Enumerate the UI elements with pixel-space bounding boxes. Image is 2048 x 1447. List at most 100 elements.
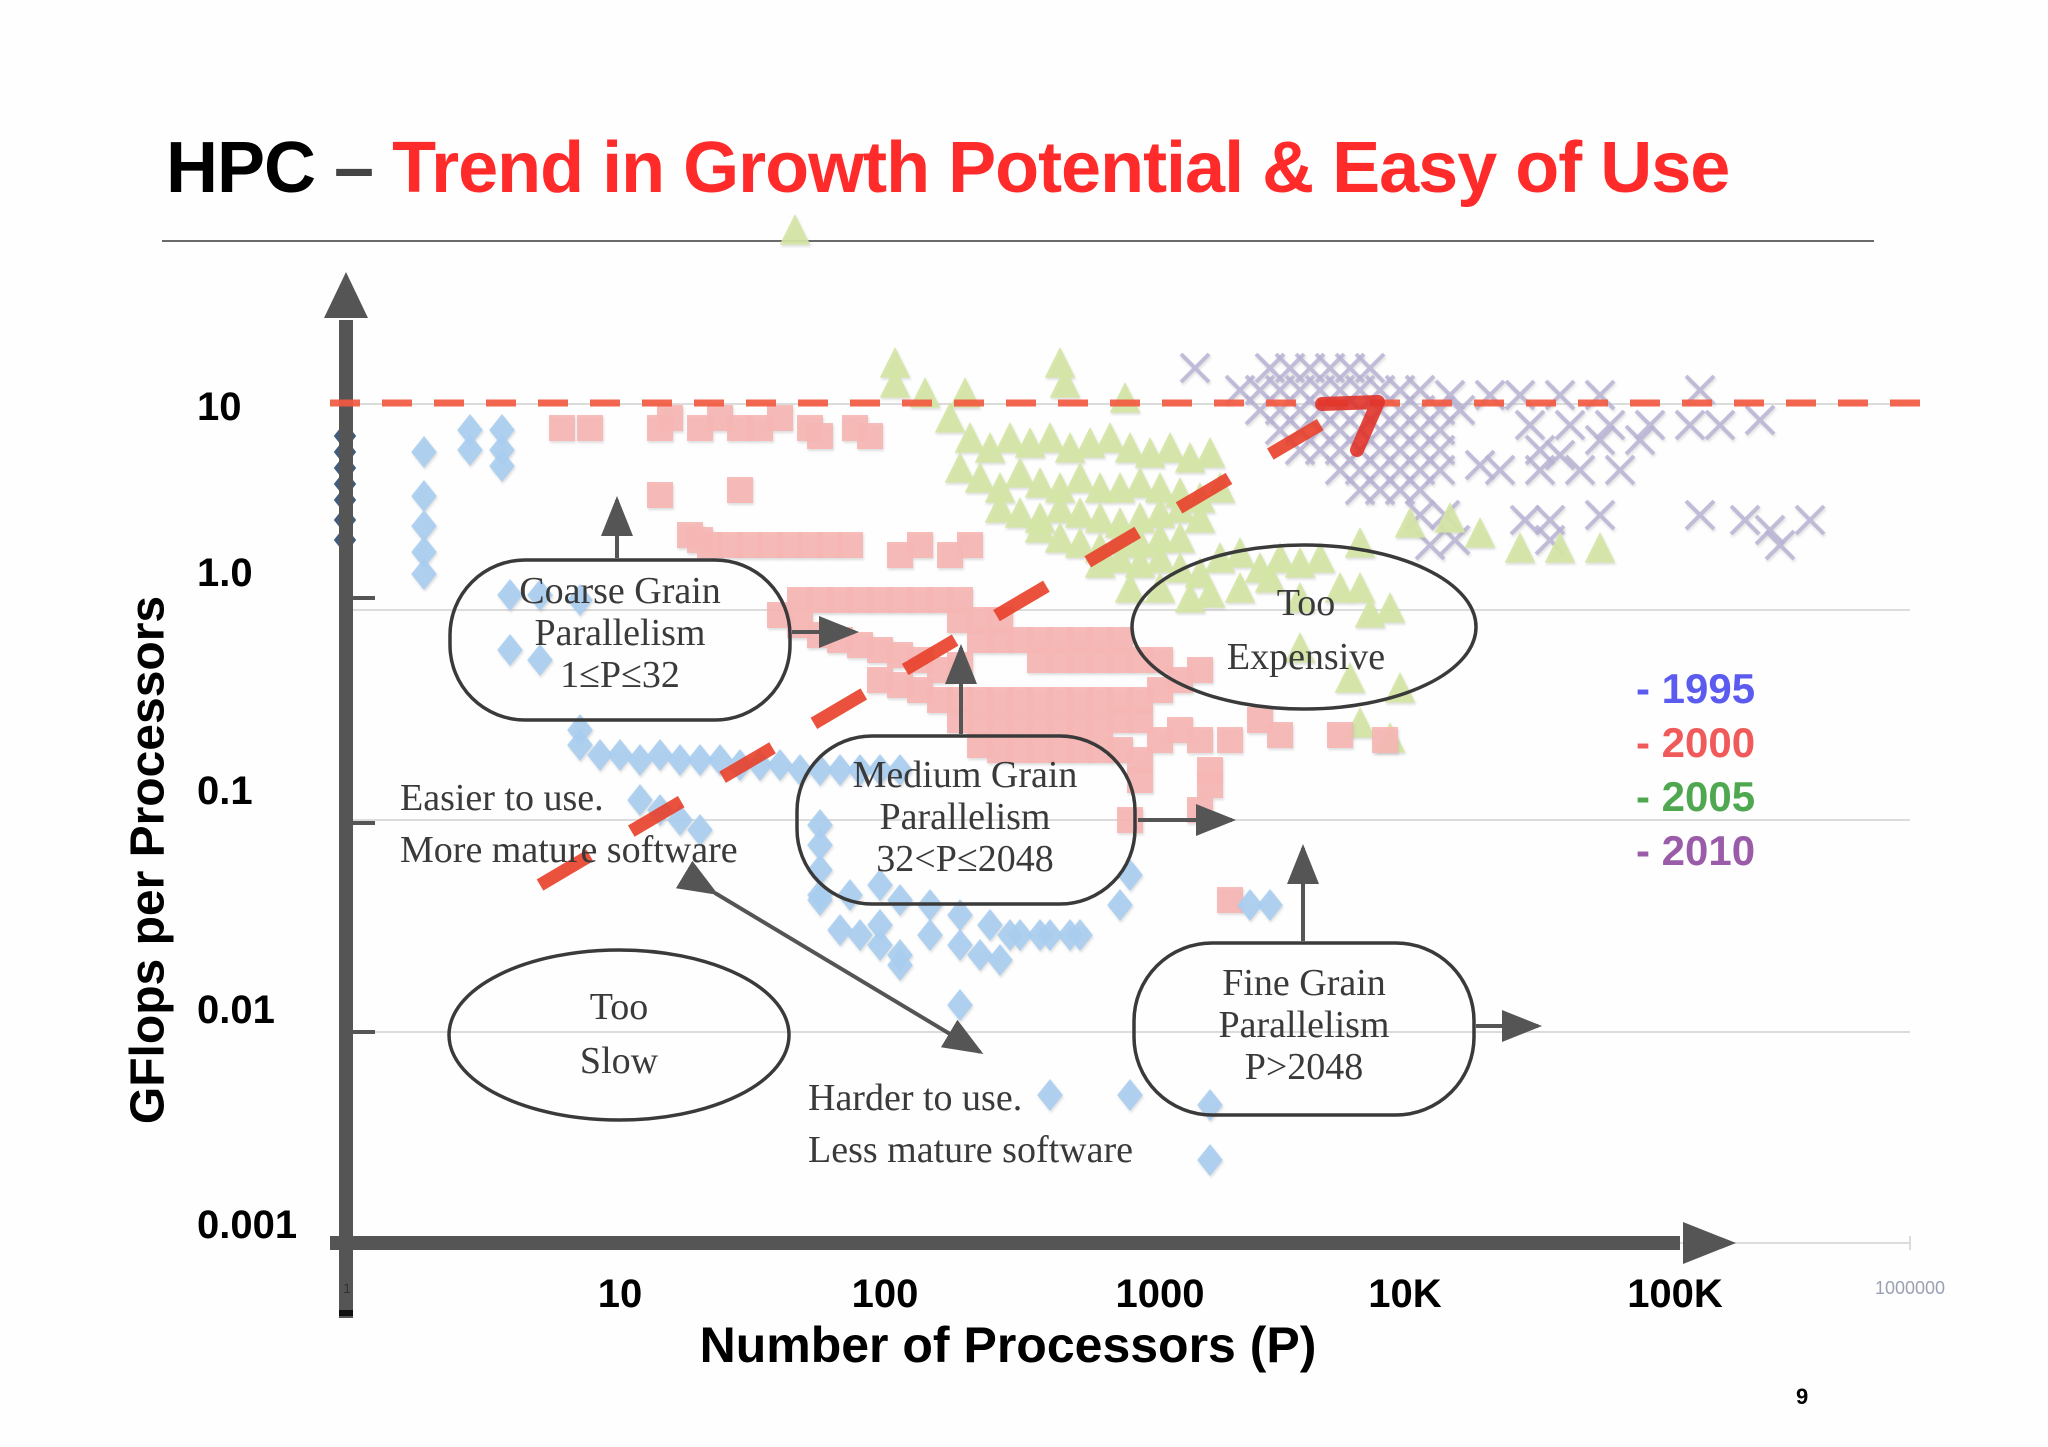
data-point: [1284, 582, 1316, 613]
too-expensive-ellipse: [1130, 543, 1478, 711]
x-tick-1000000: 1000000: [1874, 1278, 1946, 1298]
data-point: [1194, 577, 1226, 608]
data-point: [1024, 467, 1056, 498]
data-point: [567, 729, 593, 761]
easier-to-use-note: Easier to use. More mature software: [400, 777, 738, 871]
data-point: [527, 579, 553, 611]
data-point: [1114, 572, 1146, 603]
data-point: [1464, 449, 1496, 481]
data-point: [1594, 409, 1626, 441]
y-tick-1: 1.0: [197, 551, 253, 595]
data-point: [1604, 454, 1636, 486]
data-point: [1024, 512, 1056, 543]
legend-item-2010: - 2010: [1636, 827, 1756, 874]
data-point: [1184, 502, 1216, 533]
data-point: [807, 423, 833, 449]
data-point: [727, 477, 753, 503]
legend-item-1995: - 1995: [1636, 665, 1756, 712]
data-point: [944, 452, 976, 483]
data-point: [807, 754, 833, 786]
data-point: [779, 214, 811, 245]
data-point: [1117, 1079, 1143, 1111]
data-point: [667, 804, 693, 836]
data-point: [1684, 374, 1716, 406]
data-point: [917, 919, 943, 951]
data-point: [1154, 432, 1186, 463]
data-point: [457, 434, 483, 466]
data-point: [1584, 424, 1616, 456]
data-point: [984, 472, 1016, 503]
data-point: [1044, 492, 1076, 523]
x-axis-shaft: [330, 1236, 1680, 1250]
fine-grain-box: [1132, 941, 1476, 1117]
data-point: [957, 532, 983, 558]
data-point: [1327, 722, 1353, 748]
data-point: [1109, 382, 1141, 413]
data-point: [947, 989, 973, 1021]
data-point: [1044, 472, 1076, 503]
data-point: [1624, 424, 1656, 456]
data-point: [1484, 454, 1516, 486]
data-point: [1324, 572, 1356, 603]
data-point: [994, 422, 1026, 453]
data-point: [1197, 772, 1223, 798]
x-tick-1: 1: [343, 1280, 351, 1296]
data-point: [1094, 422, 1126, 453]
data-point: [411, 536, 437, 568]
title-dash: –: [315, 128, 393, 208]
y-axis-title: GFlops per Processors: [121, 595, 175, 1125]
title-prefix: HPC: [166, 128, 316, 208]
page-number: 9: [1796, 1384, 1809, 1409]
data-point: [974, 432, 1006, 463]
data-point: [1504, 532, 1536, 563]
too-expensive-label: Too Expensive: [1226, 582, 1386, 678]
data-point: [411, 558, 437, 590]
data-point: [879, 347, 911, 378]
data-point: [687, 744, 713, 776]
data-point: [1354, 352, 1386, 384]
data-point: [987, 944, 1013, 976]
data-point: [411, 510, 437, 542]
data-point: [549, 415, 575, 441]
data-point: [827, 754, 853, 786]
data-point: [837, 532, 863, 558]
y-axis-arrowhead: [324, 272, 368, 318]
y-tick-0.001: 0.001: [197, 1203, 298, 1247]
data-point: [1237, 889, 1263, 921]
too-slow-label: Too Slow: [579, 986, 659, 1082]
data-point: [1049, 367, 1081, 398]
data-point: [1044, 347, 1076, 378]
fine-grain-label: Fine Grain Parallelism P>2048: [1218, 962, 1390, 1088]
data-point: [647, 482, 673, 508]
data-point: [1384, 672, 1416, 703]
axes: [324, 272, 1736, 1318]
data-point: [1564, 454, 1596, 486]
data-point: [1224, 572, 1256, 603]
data-point: [1584, 532, 1616, 563]
data-point: [867, 754, 893, 786]
data-point: [647, 739, 673, 771]
data-point: [489, 450, 515, 482]
x-tick-10k: 10K: [1368, 1272, 1442, 1316]
data-point: [567, 584, 593, 616]
data-point: [1104, 542, 1136, 573]
data-point: [1334, 662, 1366, 693]
data-point: [411, 480, 437, 512]
data-point: [857, 423, 883, 449]
data-point: [1509, 504, 1541, 536]
data-point: [787, 754, 813, 786]
data-point: [1464, 517, 1496, 548]
data-point: [1304, 542, 1336, 573]
data-point: [1064, 527, 1096, 558]
data-point: [1044, 522, 1076, 553]
data-point: [1674, 409, 1706, 441]
data-point: [1187, 657, 1213, 683]
data-point: [1067, 919, 1093, 951]
data-point: [879, 367, 911, 398]
data-point: [837, 879, 863, 911]
data-point: [627, 744, 653, 776]
data-point: [607, 739, 633, 771]
data-point: [587, 739, 613, 771]
y-tick-0.01: 0.01: [197, 988, 275, 1032]
data-point: [1027, 919, 1053, 951]
